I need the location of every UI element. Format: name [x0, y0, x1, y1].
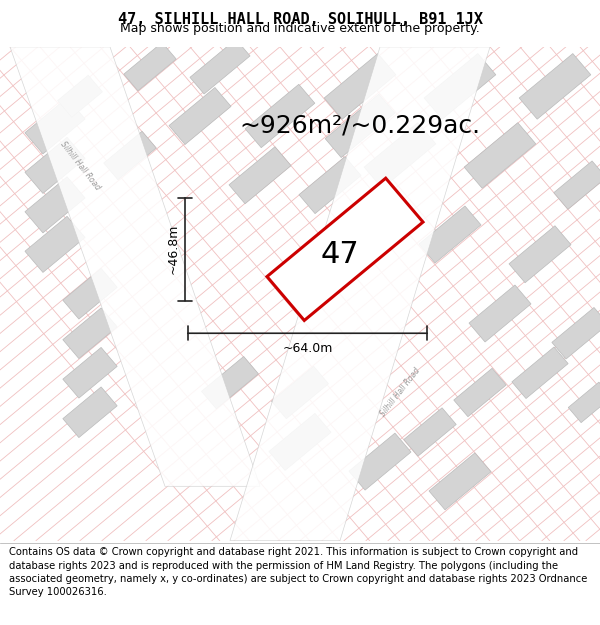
Polygon shape — [325, 94, 395, 158]
Polygon shape — [58, 75, 103, 118]
Polygon shape — [324, 54, 396, 119]
Polygon shape — [63, 387, 117, 438]
Polygon shape — [552, 308, 600, 359]
Polygon shape — [404, 408, 456, 456]
Polygon shape — [25, 138, 85, 193]
Polygon shape — [419, 206, 481, 263]
Polygon shape — [512, 347, 568, 399]
Polygon shape — [509, 226, 571, 282]
Polygon shape — [25, 177, 85, 233]
Text: Silhill Hall Road: Silhill Hall Road — [378, 366, 422, 419]
Polygon shape — [190, 39, 250, 94]
Polygon shape — [25, 98, 85, 154]
Polygon shape — [25, 216, 85, 272]
Polygon shape — [63, 348, 117, 398]
Polygon shape — [272, 366, 328, 419]
Text: ~64.0m: ~64.0m — [283, 341, 332, 354]
Text: ~926m²/~0.229ac.: ~926m²/~0.229ac. — [239, 114, 481, 138]
Polygon shape — [299, 157, 361, 214]
Polygon shape — [364, 122, 436, 188]
Text: Map shows position and indicative extent of the property.: Map shows position and indicative extent… — [120, 22, 480, 35]
Polygon shape — [267, 178, 423, 321]
Text: ~46.8m: ~46.8m — [167, 224, 179, 274]
Polygon shape — [245, 84, 315, 148]
Polygon shape — [230, 47, 490, 541]
Text: 47, SILHILL HALL ROAD, SOLIHULL, B91 1JX: 47, SILHILL HALL ROAD, SOLIHULL, B91 1JX — [118, 12, 482, 27]
Polygon shape — [469, 285, 531, 342]
Polygon shape — [63, 268, 117, 319]
Polygon shape — [202, 356, 259, 409]
Polygon shape — [269, 413, 331, 471]
Polygon shape — [169, 88, 231, 144]
Polygon shape — [10, 47, 260, 486]
Polygon shape — [429, 453, 491, 510]
Polygon shape — [519, 54, 591, 119]
Polygon shape — [349, 433, 411, 490]
Polygon shape — [464, 122, 536, 188]
Polygon shape — [63, 308, 117, 359]
Polygon shape — [124, 42, 176, 91]
Text: Silhill Hall Road: Silhill Hall Road — [58, 139, 102, 191]
Text: Contains OS data © Crown copyright and database right 2021. This information is : Contains OS data © Crown copyright and d… — [9, 548, 587, 597]
Polygon shape — [104, 131, 156, 180]
Polygon shape — [454, 368, 506, 417]
Text: 47: 47 — [320, 240, 359, 269]
Polygon shape — [554, 161, 600, 209]
Polygon shape — [568, 382, 600, 423]
Polygon shape — [424, 54, 496, 119]
Polygon shape — [229, 147, 291, 204]
